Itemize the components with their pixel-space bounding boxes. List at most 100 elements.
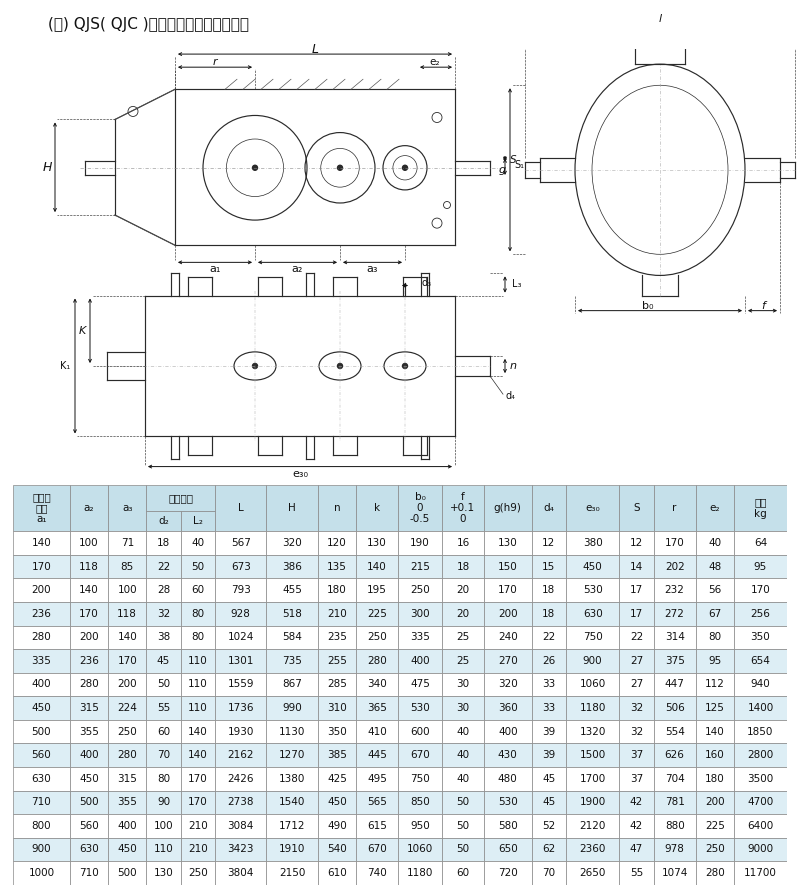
Bar: [181, 510, 215, 532]
Text: S: S: [634, 503, 640, 513]
Text: K₁: K₁: [60, 361, 70, 371]
Bar: [442, 720, 484, 743]
Text: 236: 236: [79, 656, 99, 666]
Text: 32: 32: [630, 703, 643, 713]
Text: 32: 32: [630, 727, 643, 737]
Bar: [619, 697, 654, 720]
Text: 2162: 2162: [227, 750, 254, 760]
Bar: [146, 814, 181, 838]
Text: 315: 315: [79, 703, 99, 713]
Text: 867: 867: [282, 680, 302, 690]
Bar: [566, 814, 619, 838]
Bar: [442, 555, 484, 578]
Bar: [442, 673, 484, 697]
Bar: [266, 555, 318, 578]
Bar: [619, 532, 654, 555]
Bar: [13, 485, 70, 532]
Circle shape: [402, 363, 407, 368]
Text: 190: 190: [410, 538, 430, 548]
Bar: [398, 532, 442, 555]
Text: 80: 80: [708, 632, 722, 642]
Bar: [146, 790, 181, 814]
Bar: [215, 814, 266, 838]
Bar: [566, 673, 619, 697]
Bar: [181, 720, 215, 743]
Text: 455: 455: [282, 585, 302, 595]
Bar: [532, 697, 566, 720]
Text: 60: 60: [157, 727, 170, 737]
Text: 202: 202: [665, 562, 685, 572]
Text: 1060: 1060: [407, 845, 433, 855]
Text: 170: 170: [188, 797, 208, 807]
Bar: [266, 649, 318, 673]
Text: 1130: 1130: [279, 727, 306, 737]
Text: 25: 25: [456, 632, 470, 642]
Text: 195: 195: [367, 585, 387, 595]
Bar: [696, 697, 734, 720]
Text: 70: 70: [542, 868, 555, 878]
Text: 2150: 2150: [279, 868, 306, 878]
Bar: [654, 578, 696, 602]
Bar: [484, 743, 532, 767]
Text: 210: 210: [327, 608, 347, 619]
Text: L₂: L₂: [193, 516, 202, 526]
Text: 12: 12: [630, 538, 643, 548]
Bar: [619, 862, 654, 885]
Bar: [619, 649, 654, 673]
Text: 560: 560: [31, 750, 51, 760]
Text: 140: 140: [367, 562, 387, 572]
Bar: [215, 625, 266, 649]
Bar: [356, 720, 398, 743]
Text: 554: 554: [665, 727, 685, 737]
Bar: [108, 838, 146, 862]
Text: 1400: 1400: [747, 703, 774, 713]
Bar: [108, 720, 146, 743]
Bar: [619, 485, 654, 532]
Bar: [70, 720, 108, 743]
Text: 750: 750: [410, 773, 430, 784]
Text: 160: 160: [705, 750, 725, 760]
Text: 1180: 1180: [579, 703, 606, 713]
Text: L₃: L₃: [512, 279, 522, 290]
Bar: [356, 838, 398, 862]
Bar: [734, 790, 787, 814]
Bar: [146, 673, 181, 697]
Bar: [398, 743, 442, 767]
Bar: [70, 743, 108, 767]
Bar: [696, 720, 734, 743]
Bar: [398, 649, 442, 673]
Bar: [108, 625, 146, 649]
Bar: [215, 578, 266, 602]
Bar: [696, 555, 734, 578]
Text: 42: 42: [630, 821, 643, 831]
Text: 355: 355: [79, 727, 99, 737]
Text: 710: 710: [79, 868, 99, 878]
Text: 224: 224: [118, 703, 137, 713]
Text: 3804: 3804: [227, 868, 254, 878]
Text: 118: 118: [118, 608, 137, 619]
Bar: [181, 673, 215, 697]
Bar: [181, 862, 215, 885]
Bar: [266, 697, 318, 720]
Bar: [696, 485, 734, 532]
Bar: [266, 862, 318, 885]
Bar: [398, 555, 442, 578]
Text: 365: 365: [367, 703, 387, 713]
Text: 输入轴端: 输入轴端: [168, 493, 193, 503]
Text: 250: 250: [705, 845, 725, 855]
Bar: [70, 673, 108, 697]
Text: 170: 170: [31, 562, 51, 572]
Bar: [215, 743, 266, 767]
Bar: [566, 720, 619, 743]
Bar: [566, 767, 619, 790]
Text: 90: 90: [157, 797, 170, 807]
Bar: [532, 862, 566, 885]
Text: 670: 670: [367, 845, 387, 855]
Text: 80: 80: [157, 773, 170, 784]
Text: 27: 27: [630, 656, 643, 666]
Text: 950: 950: [410, 821, 430, 831]
Bar: [619, 578, 654, 602]
Bar: [619, 767, 654, 790]
Text: d₃: d₃: [422, 278, 432, 288]
Bar: [566, 838, 619, 862]
